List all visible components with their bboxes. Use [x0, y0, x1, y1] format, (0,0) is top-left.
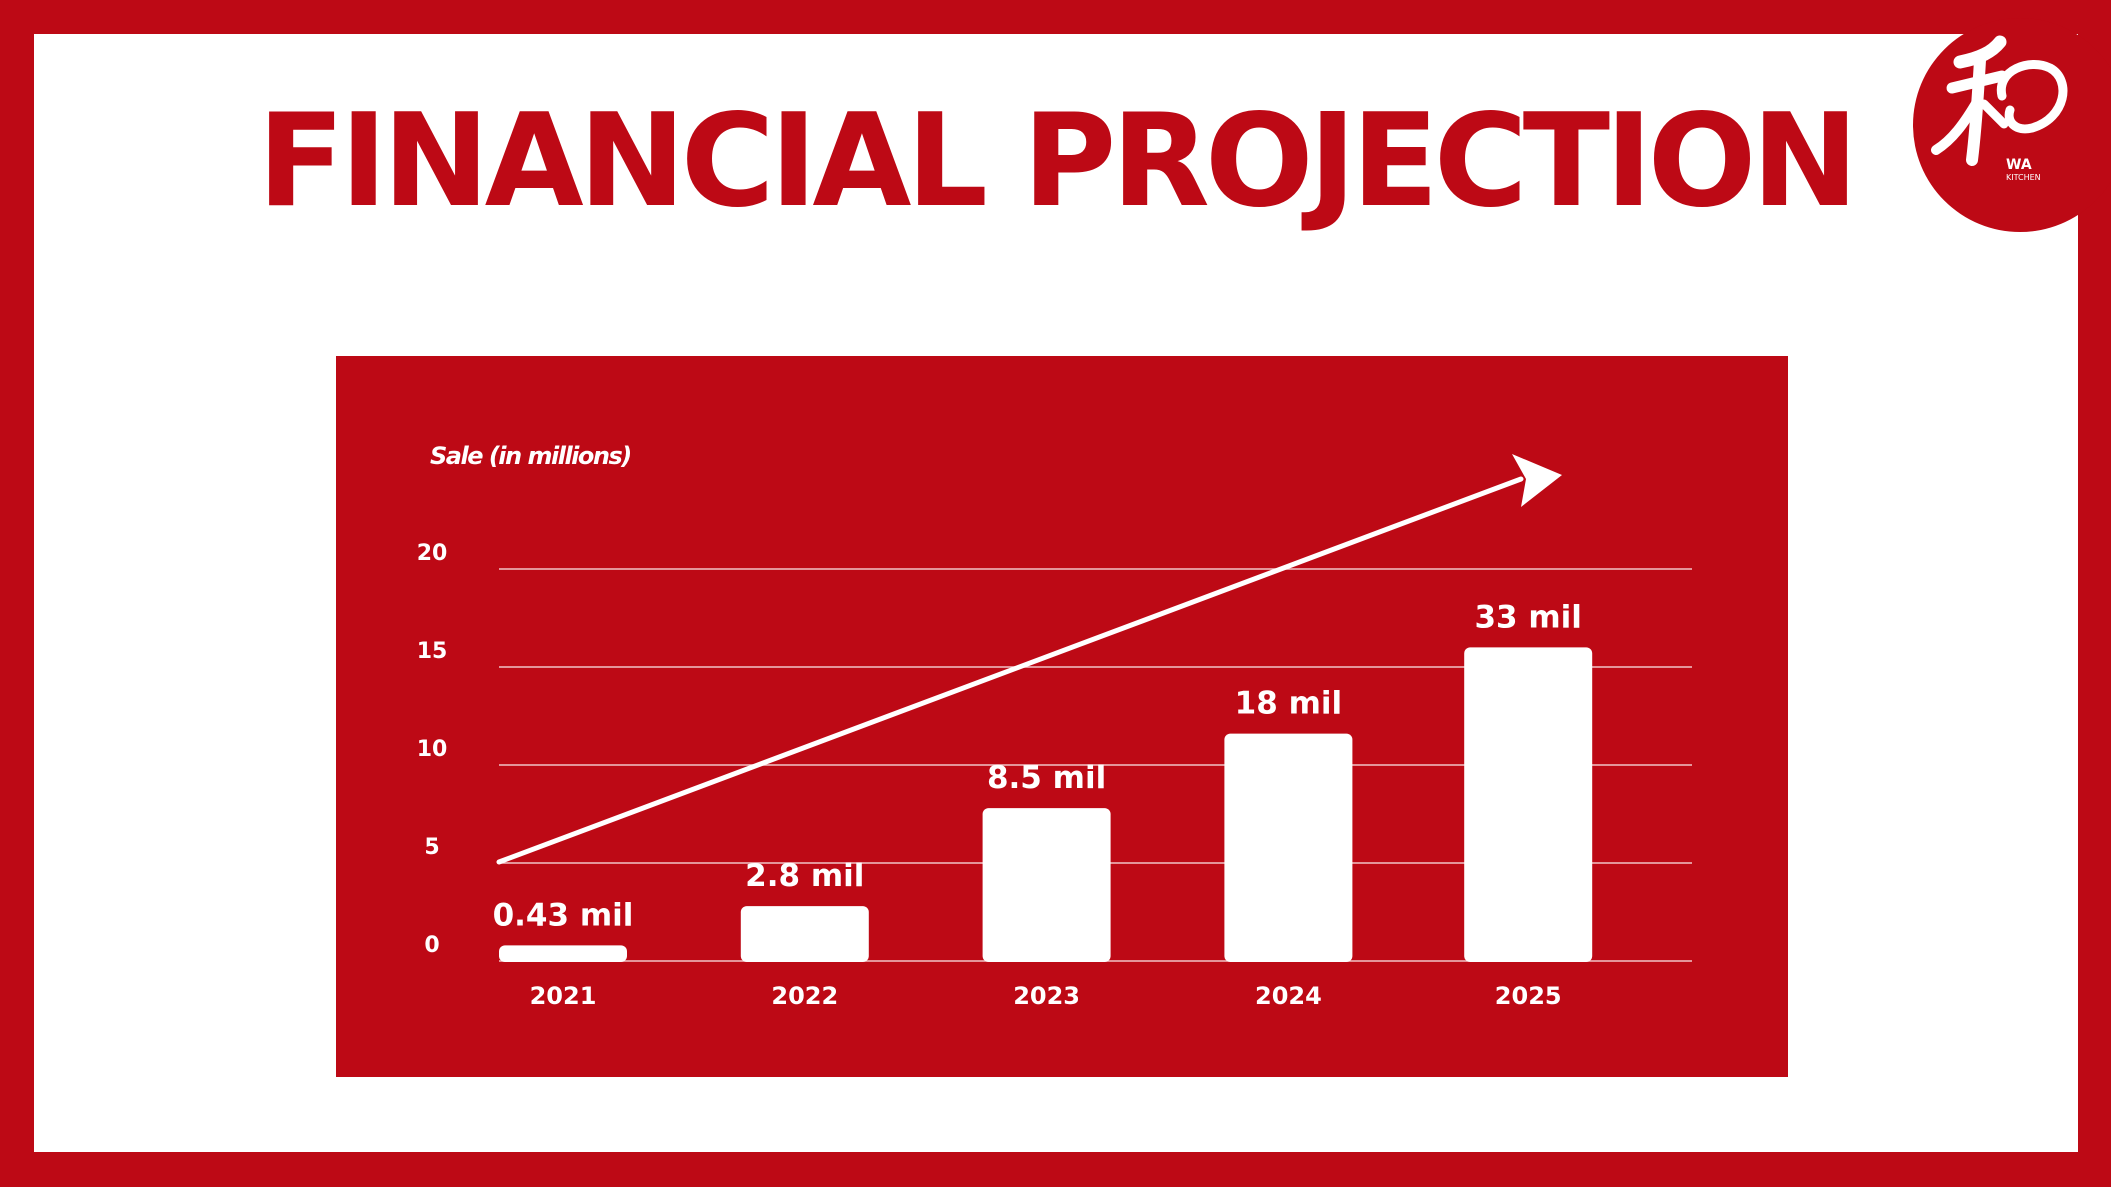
bar-2025	[1464, 647, 1593, 962]
page-title: FINANCIAL PROJECTION	[257, 87, 1858, 236]
y-tick-label: 20	[417, 541, 448, 566]
y-axis-label: Sale (in millions)	[430, 442, 631, 470]
y-tick-labels: 0 5 10 15 20	[417, 541, 448, 958]
bar-chart: Sale (in millions) 0 5 10 15 20 0.43 mil 2.8 …	[417, 442, 1692, 1010]
x-tick-label: 2021	[530, 982, 597, 1010]
data-labels: 0.43 mil 2.8 mil 8.5 mil 18 mil 33 mil	[493, 599, 1582, 933]
y-tick-label: 5	[424, 835, 439, 860]
x-tick-label: 2025	[1495, 982, 1562, 1010]
bar-2021	[499, 945, 627, 962]
trend-arrow-line	[496, 476, 1524, 865]
data-label: 2.8 mil	[745, 858, 864, 894]
x-tick-label: 2023	[1013, 982, 1080, 1010]
data-label: 0.43 mil	[493, 897, 634, 933]
chart-panel: Sale (in millions) 0 5 10 15 20 0.43 mil 2.8 …	[336, 356, 1788, 1077]
data-label: 33 mil	[1474, 599, 1582, 635]
bar-2024	[1224, 733, 1353, 962]
y-tick-label: 10	[417, 737, 448, 762]
x-tick-labels: 2021 2022 2023 2024 2025	[530, 982, 1562, 1010]
y-tick-label: 15	[417, 639, 448, 664]
x-tick-label: 2022	[771, 982, 838, 1010]
data-label: 8.5 mil	[987, 760, 1106, 796]
logo-subtext: KITCHEN	[2006, 173, 2041, 182]
bar-2023	[982, 808, 1111, 962]
x-tick-label: 2024	[1255, 982, 1322, 1010]
bars	[499, 647, 1593, 962]
trend-arrow	[496, 454, 1562, 865]
trend-arrow-head	[1512, 454, 1562, 507]
data-label: 18 mil	[1235, 686, 1343, 722]
y-tick-label: 0	[424, 933, 439, 958]
brand-logo: WA KITCHEN	[1913, 18, 2111, 232]
logo-brush-icon	[1931, 35, 2068, 166]
logo-text: WA	[2006, 157, 2032, 173]
bar-2022	[740, 906, 869, 962]
